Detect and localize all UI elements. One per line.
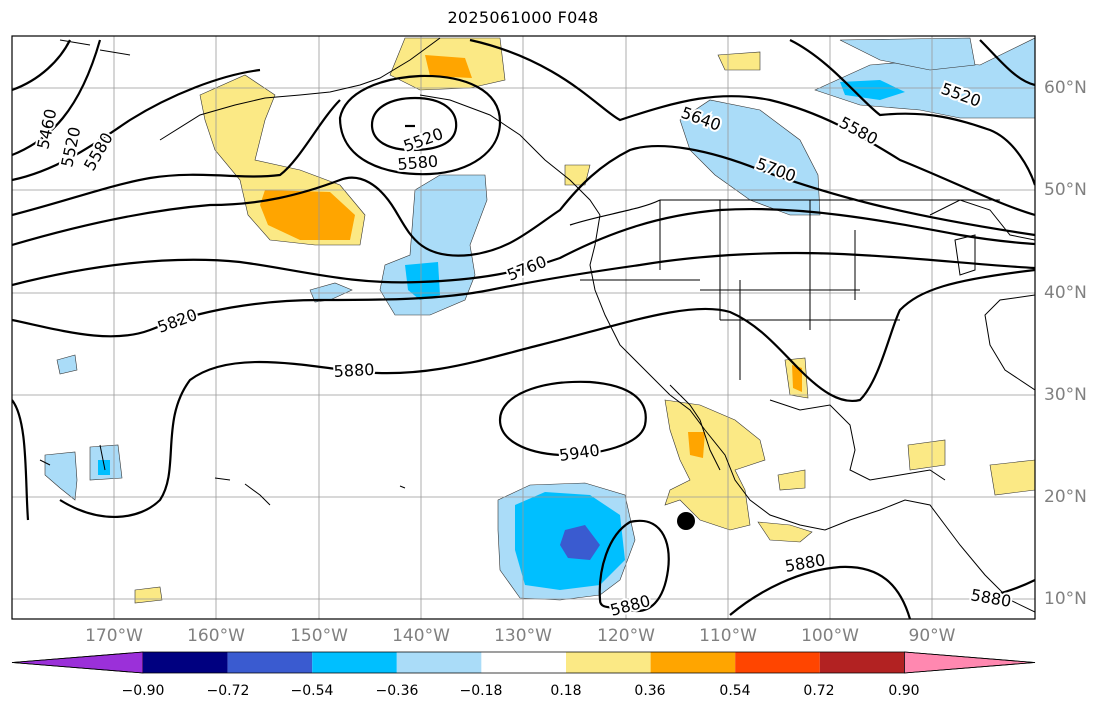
colorbar-segment [819, 652, 905, 673]
colorbar-tick-label: −0.54 [290, 683, 334, 699]
lon-label: 140°W [392, 626, 450, 646]
height-contours-secondary [569, 199, 661, 226]
lon-label: 120°W [597, 626, 655, 646]
colorbar-segment [566, 652, 651, 673]
contour-label: 5580 [836, 113, 881, 149]
colorbar-tick-label: 0.72 [803, 683, 835, 699]
contour-label: 5880 [333, 360, 375, 381]
height-contours [12, 38, 1035, 619]
colorbar-tick-label: 0.18 [550, 683, 582, 699]
colorbar-tick-label: 0.54 [719, 683, 751, 699]
storm-position-marker [677, 512, 695, 530]
lon-label: 130°W [494, 626, 552, 646]
contour-label: 5880 [608, 591, 652, 620]
lon-label: 100°W [801, 626, 859, 646]
lat-label: 20°N [1044, 487, 1087, 507]
colorbar-segment [312, 652, 397, 673]
coastlines [39, 37, 1035, 613]
lat-label: 40°N [1044, 283, 1087, 303]
colorbar-extend-min [11, 651, 144, 674]
colorbar-segment [227, 652, 313, 673]
lat-label: 30°N [1044, 385, 1087, 405]
contour-label: 5580 [397, 152, 439, 174]
colorbar-segment [735, 652, 820, 673]
lon-label: 160°W [187, 626, 245, 646]
lat-label: 60°N [1044, 78, 1087, 98]
contour-label: 5460 [33, 107, 60, 151]
colorbar-segment [143, 652, 228, 673]
lat-label: 10°N [1044, 589, 1087, 609]
colorbar-tick-label: −0.18 [459, 683, 503, 699]
colorbar-segment [481, 652, 566, 673]
colorbar-outline [11, 651, 1036, 674]
colorbar-segment [650, 652, 736, 673]
contour-label: 5520 [401, 124, 446, 156]
contour-label: 5880 [969, 585, 1012, 611]
contour-label: 5940 [558, 440, 601, 464]
colorbar-tick-label: 0.90 [888, 683, 920, 699]
lon-label: 90°W [908, 626, 956, 646]
colorbar-tick-label: −0.90 [121, 683, 165, 699]
colorbar-segment [396, 652, 482, 673]
map-frame [11, 35, 1036, 620]
colorbar-tick-label: −0.36 [375, 683, 419, 699]
graticule [12, 36, 1035, 619]
colorbar-extend-max [904, 651, 1036, 674]
colorbar-tick-label: 0.36 [634, 683, 666, 699]
lat-label: 50°N [1044, 180, 1087, 200]
contour-label: 5820 [155, 305, 200, 337]
lon-label: 150°W [290, 626, 348, 646]
colorbar [11, 651, 1036, 674]
contour-label: 5880 [783, 550, 826, 576]
lon-label: 110°W [699, 626, 757, 646]
lon-label: 170°W [85, 626, 143, 646]
map-title: 2025061000 F048 [447, 8, 599, 27]
contour-label: 5580 [80, 129, 117, 174]
colorbar-tick-label: −0.72 [206, 683, 250, 699]
